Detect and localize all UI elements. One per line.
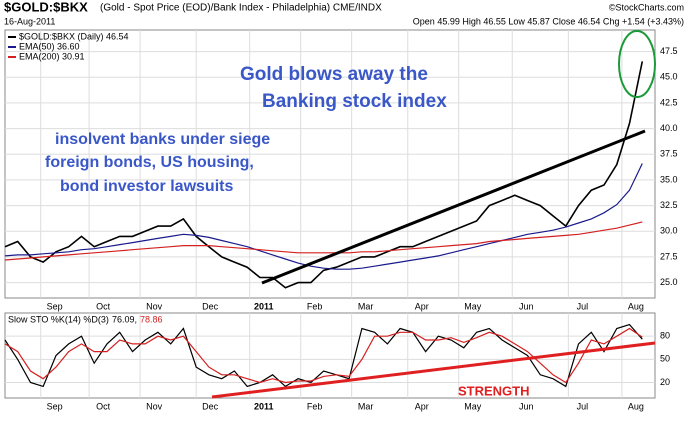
annotation: Banking stock index xyxy=(262,91,447,112)
price-panel xyxy=(4,29,656,299)
highlight-circle xyxy=(618,30,656,98)
series-line xyxy=(4,221,643,261)
x-tick-label: Aug xyxy=(628,401,644,411)
y-tick-label: 40.0 xyxy=(660,123,678,133)
trend-line xyxy=(261,129,646,285)
x-tick-label: Dec xyxy=(202,301,219,311)
x-tick-label: Feb xyxy=(307,301,323,311)
quote: Open 45.99 High 46.55 Low 45.87 Close 46… xyxy=(413,16,684,26)
x-tick-label: Oct xyxy=(96,301,111,311)
x-tick-label: Oct xyxy=(96,401,111,411)
annotation: bond investor lawsuits xyxy=(60,178,233,195)
annotation: insolvent banks under siege xyxy=(55,131,270,148)
strength-line xyxy=(211,341,656,399)
x-tick-label: Apr xyxy=(415,301,429,311)
x-tick-label: 2011 xyxy=(254,401,274,411)
y-tick-label: 42.5 xyxy=(660,97,678,107)
y-tick-label: 27.5 xyxy=(660,251,678,261)
title: $GOLD:$BKX xyxy=(4,0,88,14)
annotation: STRENGTH xyxy=(458,383,530,398)
legend-label: EMA(50) 36.60 xyxy=(19,41,80,51)
x-tick-label: Feb xyxy=(307,401,323,411)
legend-label: 76.09, xyxy=(112,314,137,324)
x-tick-label: May xyxy=(464,401,482,411)
x-tick-label: Jul xyxy=(577,401,589,411)
y-tick-label: 47.5 xyxy=(660,46,678,56)
sto-panel xyxy=(4,312,656,399)
x-tick-label: Mar xyxy=(358,401,374,411)
y-tick-label: 50 xyxy=(660,354,670,364)
x-tick-label: Jun xyxy=(519,401,534,411)
x-tick-label: Nov xyxy=(146,301,163,311)
y-tick-label: 80 xyxy=(660,331,670,341)
series-line xyxy=(4,163,643,270)
x-tick-label: Dec xyxy=(202,401,219,411)
subtitle: (Gold - Spot Price (EOD)/Bank Index - Ph… xyxy=(100,3,382,14)
x-tick-label: Mar xyxy=(358,301,374,311)
panel-label: Slow STO %K(14) %D(3) xyxy=(8,314,109,324)
series-line xyxy=(4,61,644,289)
series-line xyxy=(4,323,643,388)
series-line xyxy=(4,327,643,384)
legend-label: EMA(200) 30.91 xyxy=(19,51,85,61)
y-tick-label: 45.0 xyxy=(660,72,678,82)
y-tick-label: 32.5 xyxy=(660,200,678,210)
source: ©StockCharts.com xyxy=(609,2,684,12)
y-tick-label: 20 xyxy=(660,377,670,387)
annotation: Gold blows away the xyxy=(240,64,428,85)
x-tick-label: Sep xyxy=(47,301,63,311)
x-tick-label: May xyxy=(464,301,482,311)
x-tick-label: Jul xyxy=(577,301,589,311)
legend-label: $GOLD:$BKX (Daily) 46.54 xyxy=(19,31,129,41)
y-tick-label: 37.5 xyxy=(660,149,678,159)
annotation: foreign bonds, US housing, xyxy=(45,154,254,171)
x-tick-label: Sep xyxy=(47,401,63,411)
x-tick-label: 2011 xyxy=(254,301,274,311)
y-tick-label: 35.0 xyxy=(660,174,678,184)
legend-label: 78.86 xyxy=(140,314,163,324)
x-tick-label: Jun xyxy=(519,301,534,311)
y-tick-label: 30.0 xyxy=(660,226,678,236)
x-tick-label: Aug xyxy=(628,301,644,311)
x-tick-label: Nov xyxy=(146,401,163,411)
x-tick-label: Apr xyxy=(415,401,429,411)
date: 16-Aug-2011 xyxy=(4,16,55,26)
y-tick-label: 25.0 xyxy=(660,277,678,287)
